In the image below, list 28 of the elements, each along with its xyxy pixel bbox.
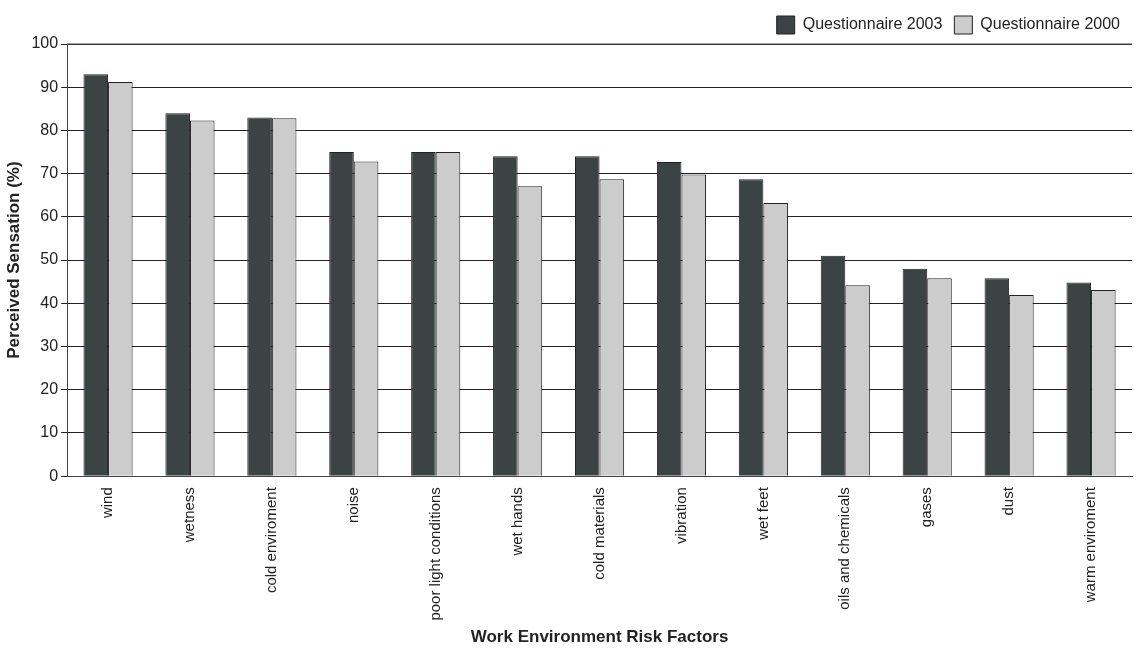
y-tick-label: 60 — [40, 207, 59, 225]
y-tick-label: 80 — [40, 120, 59, 138]
y-tick-label: 10 — [40, 423, 59, 441]
y-tick-label: 40 — [40, 293, 59, 311]
x-tick-label: wetness — [180, 487, 198, 544]
x-axis-title: Work Environment Risk Factors — [470, 627, 729, 647]
x-tick-label: noise — [343, 487, 361, 524]
y-tick-label: 50 — [40, 250, 59, 268]
x-tick-label: wet feet — [753, 486, 771, 541]
legend-label: Questionnaire 2000 — [980, 15, 1121, 33]
x-tick-label: wet hands — [507, 487, 525, 557]
x-tick-label: warm enviroment — [1081, 486, 1099, 604]
x-tick-label: cold enviroment — [262, 486, 280, 594]
y-tick-label: 0 — [49, 466, 59, 484]
x-tick-label: poor light conditions — [425, 487, 443, 621]
y-tick-label: 100 — [31, 34, 59, 52]
y-tick-label: 90 — [40, 77, 59, 95]
legend-label: Questionnaire 2003 — [802, 15, 943, 33]
x-tick-label: vibration — [671, 487, 689, 544]
x-tick-label: wind — [98, 487, 116, 520]
y-tick-label: 70 — [40, 164, 59, 182]
y-tick-label: 30 — [40, 336, 59, 354]
x-tick-label: oils and chemicals — [835, 487, 853, 610]
y-tick-label: 20 — [40, 380, 59, 398]
x-tick-label: gases — [917, 487, 935, 528]
x-tick-label: dust — [999, 486, 1017, 516]
y-axis-title: Perceived Sensation (%) — [3, 161, 23, 359]
x-tick-label: cold materials — [589, 487, 607, 580]
